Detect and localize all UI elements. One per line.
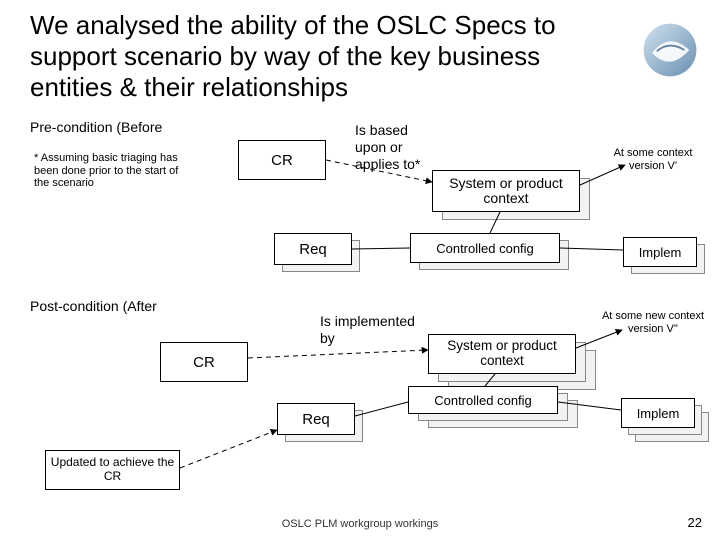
logo-icon [640,20,700,80]
post-req-box: Req [277,403,355,435]
precondition-label: Pre-condition (Before [30,119,162,136]
post-implem-box: Implem [621,398,695,428]
footer-text: OSLC PLM workgroup workings [0,518,720,530]
post-context-box: System or product context [428,334,576,374]
pre-cr-box: CR [238,140,326,180]
pre-config-box: Controlled config [410,233,560,263]
pre-version-note: At some context version V' [598,147,708,172]
pre-context-box: System or product context [432,170,580,212]
footnote-assumption: * Assuming basic triaging has been done … [34,152,189,190]
post-cr-box: CR [160,342,248,382]
post-config-box: Controlled config [408,386,558,414]
pre-rel-label: Is based upon or applies to* [355,122,440,172]
slide-title: We analysed the ability of the OSLC Spec… [30,10,590,104]
pre-implem-box: Implem [623,237,697,267]
post-rel-label: Is implemented by [320,313,430,347]
postcondition-label: Post-condition (After [30,298,157,315]
page-number: 22 [688,515,702,530]
pre-req-box: Req [274,233,352,265]
post-version-note: At some new context version V'' [594,310,712,335]
updated-box: Updated to achieve the CR [45,450,180,490]
